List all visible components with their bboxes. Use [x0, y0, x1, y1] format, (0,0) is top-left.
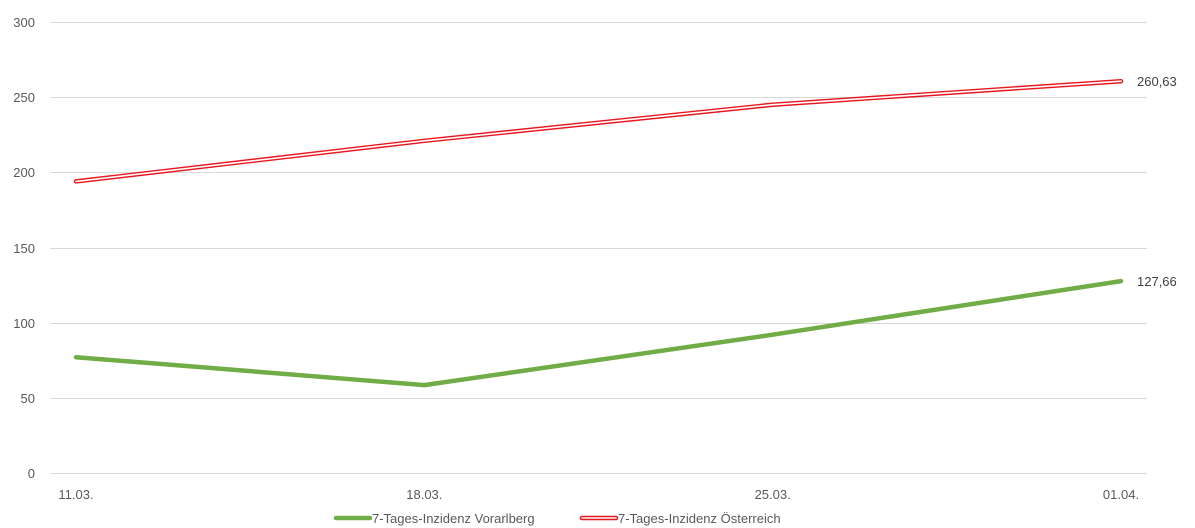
- y-tick-label: 100: [13, 316, 35, 331]
- series-line-inner: [75, 80, 1122, 183]
- legend-item-vorarlberg: 7-Tages-Inzidenz Vorarlberg: [333, 511, 535, 526]
- data-label-end: 127,66: [1137, 274, 1177, 289]
- x-axis-ticks: 11.03. 18.03. 25.03. 01.04.: [58, 487, 1139, 502]
- y-tick-label: 200: [13, 165, 35, 180]
- series-vorarlberg-line: [73, 278, 1124, 388]
- y-axis-ticks: 0 50 100 150 200 250 300: [13, 15, 35, 481]
- x-tick-label: 01.04.: [1103, 487, 1139, 502]
- series-line-outer: [73, 78, 1124, 184]
- legend-label: 7-Tages-Inzidenz Vorarlberg: [372, 511, 535, 526]
- y-tick-label: 150: [13, 241, 35, 256]
- data-labels: 127,66 260,63: [1137, 74, 1177, 289]
- gridlines: [50, 22, 1147, 474]
- series-oesterreich-line: [73, 78, 1124, 184]
- x-tick-label: 18.03.: [406, 487, 442, 502]
- legend-label: 7-Tages-Inzidenz Österreich: [618, 511, 781, 526]
- data-label-end: 260,63: [1137, 74, 1177, 89]
- x-tick-label: 11.03.: [58, 487, 93, 502]
- y-tick-label: 0: [28, 466, 35, 481]
- legend: 7-Tages-Inzidenz Vorarlberg 7-Tages-Inzid…: [333, 511, 781, 526]
- series-line: [73, 278, 1124, 388]
- x-tick-label: 25.03.: [755, 487, 791, 502]
- series-lines: [73, 78, 1124, 388]
- y-tick-label: 250: [13, 90, 35, 105]
- legend-item-oesterreich: 7-Tages-Inzidenz Österreich: [579, 511, 781, 526]
- y-tick-label: 50: [21, 391, 35, 406]
- y-tick-label: 300: [13, 15, 35, 30]
